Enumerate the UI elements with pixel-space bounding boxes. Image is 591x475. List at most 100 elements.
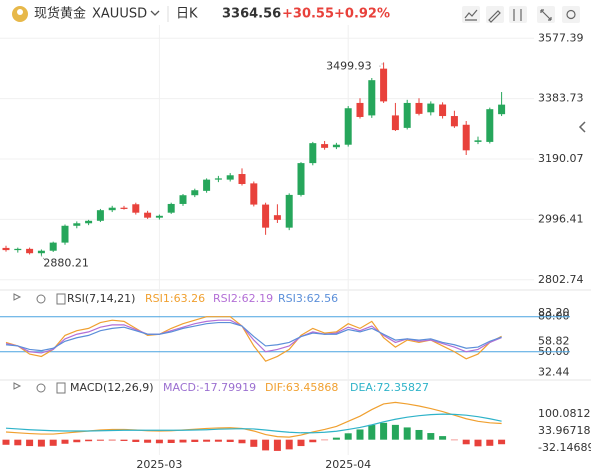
interval[interactable]: 日K	[176, 7, 198, 22]
price-change: +30.55	[282, 7, 334, 22]
histogram-bar	[26, 439, 34, 447]
histogram-bar	[167, 439, 175, 443]
candle-body	[238, 174, 246, 184]
y-tick-label: 3383.73	[538, 92, 584, 105]
candle-body	[498, 104, 506, 115]
tool-indicator-icon	[464, 9, 478, 21]
y-tick-label: -32.14689	[538, 441, 591, 454]
instrument-name[interactable]: 现货黄金	[34, 6, 86, 22]
tool-draw-icon	[488, 10, 501, 23]
tool-candle[interactable]	[509, 6, 527, 23]
histogram-bar	[474, 439, 482, 447]
candle-body	[85, 220, 93, 224]
y-tick-label: 100.08126	[538, 407, 591, 420]
candle-body	[415, 102, 423, 114]
rsi-close[interactable]	[56, 293, 66, 305]
candle-body	[262, 204, 270, 228]
histogram-bar	[191, 439, 199, 442]
histogram-bar	[179, 439, 187, 443]
macd-settings[interactable]	[36, 383, 46, 393]
histogram-bar	[61, 439, 69, 444]
histogram-bar	[37, 439, 45, 447]
histogram-bar	[108, 439, 116, 441]
price-change-pct: +0.92%	[334, 7, 390, 22]
histogram-bar	[450, 439, 458, 441]
histogram-bar	[14, 439, 22, 446]
candle-body	[132, 204, 140, 213]
candle-body	[49, 242, 57, 251]
histogram-bar	[132, 439, 140, 442]
tool-fullscreen-icon	[540, 9, 552, 21]
y-tick-label: 3190.07	[538, 152, 584, 165]
candle-body	[61, 225, 69, 243]
series-line	[5, 413, 502, 434]
candle-body	[250, 183, 258, 205]
histogram-bar	[391, 424, 399, 440]
histogram-bar	[462, 439, 470, 445]
candle-body	[73, 223, 81, 226]
histogram-bar	[250, 439, 258, 447]
candle-body	[179, 195, 187, 204]
candle-body	[226, 175, 234, 180]
histogram-bar	[2, 439, 10, 445]
rsi-title: RSI(7,14,21)	[67, 292, 135, 305]
candle-body	[309, 143, 317, 164]
histogram-bar	[368, 424, 376, 440]
histogram-bar	[273, 439, 281, 451]
macd-close[interactable]	[56, 382, 66, 394]
candle-body	[144, 212, 152, 218]
candle-body	[427, 103, 435, 113]
low-marker	[41, 255, 46, 261]
candle-body	[203, 179, 211, 191]
candle-body	[285, 194, 293, 228]
candle-body	[356, 102, 364, 117]
histogram-bar	[356, 429, 364, 440]
high-annotation: 3499.93	[326, 59, 372, 72]
y-tick-label: 3577.39	[538, 31, 584, 44]
legend-entry: DEA:72.35827	[350, 381, 429, 394]
series-line	[5, 316, 502, 362]
macd-title: MACD(12,26,9)	[70, 381, 154, 394]
candle-body	[321, 144, 329, 148]
series-line	[5, 401, 502, 438]
collapse-arrow[interactable]	[578, 121, 586, 133]
histogram-bar	[285, 439, 293, 450]
tool-settings[interactable]	[562, 6, 580, 23]
y-tick-label: 58.82	[538, 334, 570, 347]
legend-entry: RSI1:63.26	[145, 292, 205, 305]
histogram-bar	[403, 427, 411, 440]
candle-body	[155, 215, 163, 218]
histogram-bar	[344, 433, 352, 440]
instrument-symbol[interactable]: XAUUSD	[92, 7, 147, 22]
legend-entry: DIF:63.45868	[265, 381, 338, 394]
candle-body	[450, 116, 458, 127]
y-tick-label: 83.20	[538, 306, 570, 319]
candle-body	[214, 178, 222, 180]
tool-candle-icon	[513, 9, 522, 21]
candle-body	[403, 102, 411, 128]
rsi-settings[interactable]	[36, 294, 46, 304]
candle-body	[380, 68, 388, 102]
dropdown-arrow[interactable]	[150, 10, 160, 16]
histogram-bar	[96, 439, 104, 441]
legend-entry: RSI3:62.56	[278, 292, 338, 305]
high-marker	[379, 62, 384, 67]
histogram-bar	[380, 422, 388, 440]
histogram-bar	[498, 439, 506, 445]
candle-body	[486, 109, 494, 142]
histogram-bar	[427, 433, 435, 440]
histogram-bar	[203, 439, 211, 442]
rsi-eye[interactable]	[13, 293, 22, 301]
histogram-bar	[297, 439, 305, 447]
candle-body	[26, 248, 34, 254]
macd-eye[interactable]	[13, 382, 22, 390]
low-annotation: 2880.21	[43, 257, 89, 270]
candle-body	[108, 207, 116, 211]
histogram-bar	[309, 439, 317, 443]
histogram-bar	[144, 439, 152, 443]
candle-body	[474, 140, 482, 142]
histogram-bar	[120, 439, 128, 441]
legend-entry: RSI2:62.19	[213, 292, 273, 305]
candle-body	[191, 190, 199, 196]
